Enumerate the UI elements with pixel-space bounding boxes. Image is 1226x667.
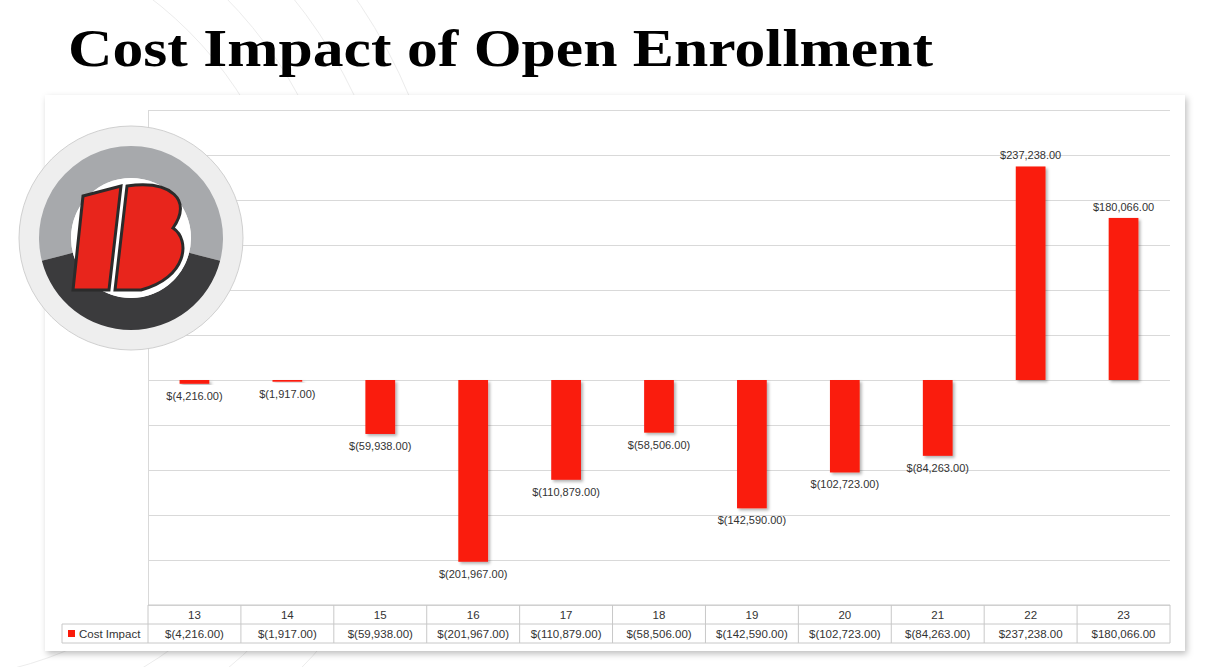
x-tick-label: 14	[281, 609, 294, 621]
table-value: $(102,723.00)	[809, 628, 881, 640]
data-label: $(142,590.00)	[718, 514, 787, 526]
x-tick-label: 20	[838, 609, 851, 621]
table-line	[426, 605, 427, 643]
y-tick	[148, 605, 1170, 606]
table-line	[148, 605, 1170, 606]
table-line	[62, 624, 1170, 625]
y-axis-line	[149, 111, 1171, 606]
table-line	[62, 643, 1170, 644]
table-value: $(58,506.00)	[626, 628, 691, 640]
background	[0, 0, 1226, 667]
data-label: $180,066.00	[1093, 201, 1154, 213]
chart-root: Cost Impact of Open Enrollment $(4,216.00…	[0, 0, 1226, 667]
grid-line	[148, 470, 1170, 471]
data-label: $(58,506.00)	[628, 439, 690, 451]
table-value: $(59,938.00)	[348, 628, 413, 640]
data-label: $237,238.00	[1000, 149, 1061, 161]
y-tick	[148, 110, 1170, 111]
x-tick-label: 19	[746, 609, 759, 621]
table-value: $(142,590.00)	[716, 628, 788, 640]
data-label: $(59,938.00)	[349, 440, 411, 452]
legend-key	[68, 630, 75, 637]
data-label: $(4,216.00)	[166, 390, 222, 402]
bar	[458, 380, 488, 562]
logo-outer	[19, 126, 243, 350]
bar	[737, 380, 767, 508]
data-table: 13 14 15 16 17 18 19 20 21 22 23 $(4,216.00) $(1,917…	[62, 605, 1170, 643]
table-value: $237,238.00	[999, 628, 1063, 640]
data-labels: $(4,216.00) $(1,917.00) $(59,938.00) $(201,…	[166, 149, 1154, 579]
grid-line	[148, 110, 1170, 111]
bar	[551, 380, 581, 480]
data-label: $(201,967.00)	[439, 568, 508, 580]
data-label: $(110,879.00)	[532, 486, 600, 498]
bar	[1016, 166, 1046, 380]
legend: Cost Impact	[68, 628, 141, 640]
table-value: $(201,967.00)	[437, 628, 509, 640]
table-line	[1170, 605, 1171, 643]
x-tick-label: 21	[931, 609, 944, 621]
title: Cost Impact of Open Enrollment	[68, 20, 934, 77]
y-axis	[148, 111, 1170, 606]
table-line	[984, 605, 985, 643]
table-value: $(110,879.00)	[531, 628, 602, 640]
bar	[1109, 218, 1139, 380]
x-tick-label: 13	[188, 609, 201, 621]
chart-svg: Cost Impact of Open Enrollment $(4,216.00…	[0, 0, 1226, 667]
bar	[830, 380, 860, 472]
bar	[180, 380, 210, 384]
bar	[644, 380, 674, 433]
x-tick-label: 23	[1117, 609, 1130, 621]
y-tick	[148, 470, 1170, 471]
table-line	[612, 605, 613, 643]
y-tick	[148, 560, 1170, 561]
grid-line	[148, 560, 1170, 561]
data-label: $(102,723.00)	[811, 478, 880, 490]
table-line	[705, 605, 706, 643]
grid-line	[148, 605, 1170, 606]
bar	[272, 380, 302, 382]
logo-mark	[73, 185, 183, 290]
table-line	[519, 605, 520, 643]
bar	[365, 380, 395, 434]
x-tick-label: 22	[1024, 609, 1037, 621]
bars	[180, 166, 1139, 561]
x-tick-label: 16	[467, 609, 480, 621]
y-tick	[148, 515, 1170, 516]
logo-inner	[71, 178, 191, 298]
table-line	[62, 624, 63, 643]
table-value: $(4,216.00)	[165, 628, 224, 640]
bar	[923, 380, 953, 456]
data-label: $(1,917.00)	[259, 388, 315, 400]
x-tick-label: 17	[560, 609, 573, 621]
x-tick-label: 18	[653, 609, 666, 621]
table-line	[798, 605, 799, 643]
x-tick-label: 15	[374, 609, 387, 621]
table-line	[891, 605, 892, 643]
table-line	[333, 605, 334, 643]
logo	[19, 126, 243, 350]
table-value: $180,066.00	[1092, 628, 1156, 640]
table-line	[240, 605, 241, 643]
table-line	[1077, 605, 1078, 643]
table-value: $(84,263.00)	[905, 628, 970, 640]
data-label: $(84,263.00)	[907, 462, 969, 474]
table-line	[148, 605, 149, 643]
grid-line	[148, 515, 1170, 516]
legend-label: Cost Impact	[79, 628, 141, 640]
table-value: $(1,917.00)	[258, 628, 317, 640]
